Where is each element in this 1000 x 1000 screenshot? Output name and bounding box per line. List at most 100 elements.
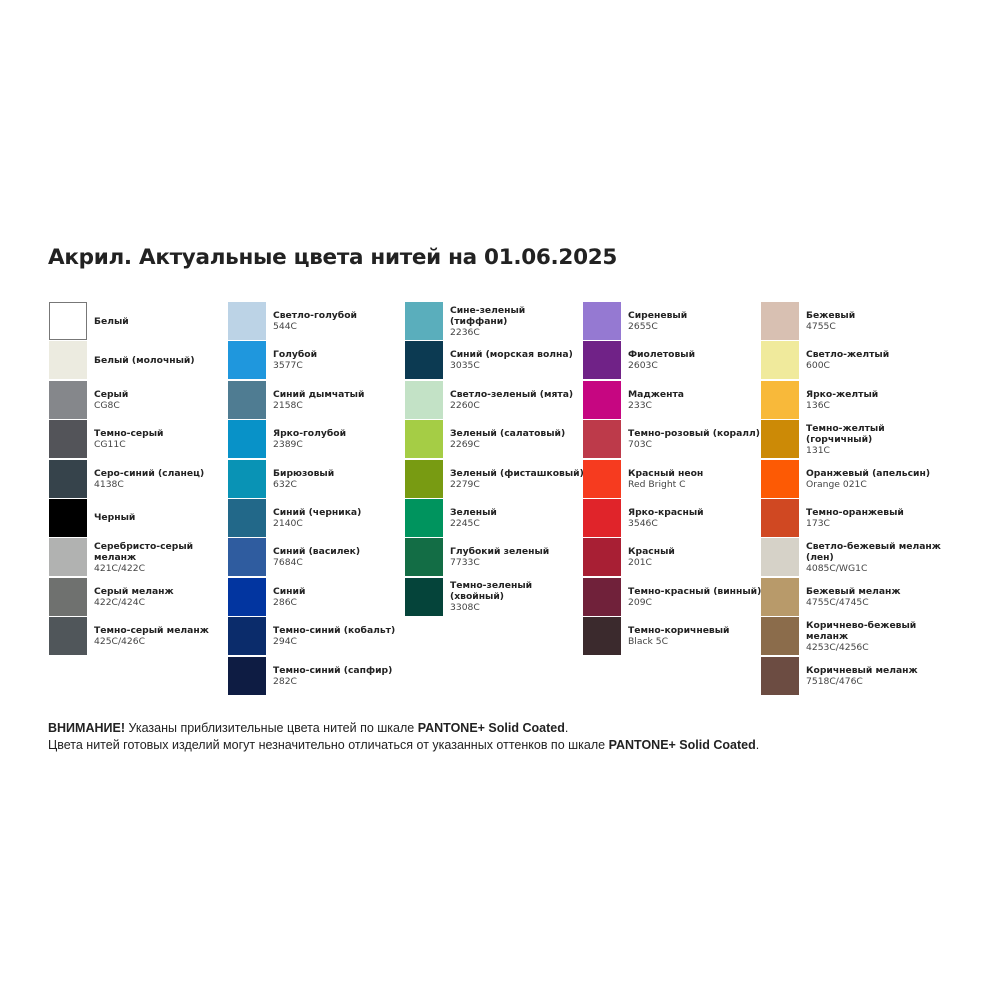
color-name: Синий (морская волна) [450, 349, 573, 361]
color-label: Светло-зеленый (мята) 2260C [450, 381, 585, 419]
color-label: Темно-коричневый Black 5C [628, 617, 763, 655]
color-swatch [49, 380, 87, 419]
color-swatch [228, 459, 266, 498]
notice-end: . [755, 738, 760, 752]
color-label: Светло-бежевый меланж (лен) 4085C/WG1C [806, 538, 941, 576]
color-name: Светло-голубой [273, 310, 357, 321]
color-swatch [761, 341, 799, 380]
color-swatch [761, 656, 799, 695]
color-label: Зеленый (фисташковый) 2279C [450, 460, 585, 498]
color-label: Темно-розовый (коралл) 703C [628, 420, 763, 458]
notice-end: . [564, 721, 569, 735]
color-name: Серо-синий (сланец) [94, 467, 205, 479]
pantone-code: 131C [806, 444, 830, 456]
pantone-code: 282C [273, 675, 297, 687]
pantone-code: 422C/424C [94, 596, 145, 608]
pantone-code: 2236C [450, 326, 480, 338]
color-name: Темно-коричневый [628, 625, 730, 637]
color-swatch [583, 538, 621, 577]
color-swatch [405, 498, 443, 537]
color-swatch [761, 577, 799, 616]
color-label: Темно-серый меланж 425C/426C [94, 617, 229, 655]
color-label: Ярко-красный 3546C [628, 499, 763, 537]
color-name: Темно-серый меланж [94, 625, 209, 637]
color-name: Синий дымчатый [273, 388, 365, 400]
color-name: Бежевый меланж [806, 585, 901, 597]
color-name: Ярко-красный [628, 506, 704, 518]
color-swatch [49, 302, 87, 340]
pantone-code: 3577C [273, 360, 303, 372]
pantone-code: 2158C [273, 399, 303, 411]
notice-text: Указаны приблизительные цвета нитей по ш… [125, 721, 418, 735]
color-swatch [761, 617, 799, 656]
color-swatch [228, 577, 266, 616]
color-name: Темно-синий (кобальт) [273, 625, 396, 637]
color-swatch [228, 380, 266, 419]
color-label: Бежевый меланж 4755C/4745C [806, 578, 941, 616]
color-name: Коричневый меланж [806, 664, 918, 676]
color-name: Серебристо-серый меланж [94, 540, 194, 563]
color-label: Темно-желтый (горчичный) 131C [806, 420, 941, 458]
notice-line-1: ВНИМАНИЕ! Указаны приблизительные цвета … [48, 721, 568, 735]
color-name: Зеленый [450, 506, 497, 518]
color-name: Сине-зеленый (тиффани) [450, 304, 526, 327]
pantone-code: 2269C [450, 439, 480, 451]
color-name: Серый меланж [94, 585, 174, 597]
color-swatch [49, 341, 87, 380]
color-label: Коричневый меланж 7518C/476C [806, 657, 941, 695]
color-label: Синий дымчатый 2158C [273, 381, 408, 419]
color-label: Серо-синий (сланец) 4138C [94, 460, 229, 498]
color-name: Фиолетовый [628, 349, 696, 361]
pantone-code: Black 5C [628, 636, 669, 648]
color-label: Бежевый 4755C [806, 302, 941, 340]
color-swatch [405, 577, 443, 616]
color-label: Темно-красный (винный) 209C [628, 578, 763, 616]
notice-brand: PANTONE+ Solid Coated [417, 721, 565, 735]
pantone-code: 3035C [450, 360, 480, 372]
color-swatch [583, 459, 621, 498]
notice-text: Цвета нитей готовых изделий могут незнач… [48, 738, 609, 752]
pantone-code: 209C [628, 596, 652, 608]
color-name: Ярко-желтый [806, 388, 879, 400]
pantone-code: 425C/426C [94, 636, 145, 648]
pantone-code: 544C [273, 321, 297, 332]
color-label: Темно-синий (кобальт) 294C [273, 617, 408, 655]
color-label: Темно-серый CG11C [94, 420, 229, 458]
color-label: Маджента 233C [628, 381, 763, 419]
color-name: Темно-оранжевый [806, 506, 904, 518]
pantone-code: 4085C/WG1C [806, 562, 868, 574]
pantone-code: 4138C [94, 478, 124, 490]
pantone-code: Red Bright C [628, 478, 686, 490]
color-swatch [405, 538, 443, 577]
color-name: Темно-розовый (коралл) [628, 428, 760, 440]
color-name: Коричнево-бежевый меланж [806, 619, 917, 642]
color-swatch [228, 302, 266, 340]
color-label: Белый (молочный) [94, 341, 229, 379]
pantone-code: CG8C [94, 399, 120, 411]
pantone-code: 2603C [628, 360, 658, 372]
pantone-code: 7684C [273, 557, 303, 569]
color-label: Белый [94, 302, 229, 340]
color-swatch [583, 498, 621, 537]
color-name: Синий (черника) [273, 506, 362, 518]
notice-warning: ВНИМАНИЕ! [48, 721, 125, 735]
color-name: Синий (василек) [273, 546, 361, 558]
pantone-code: 7518C/476C [806, 675, 863, 687]
pantone-code: 233C [628, 399, 652, 411]
color-name: Темно-серый [94, 428, 164, 440]
color-name: Бежевый [806, 310, 856, 321]
color-swatch [405, 302, 443, 340]
color-name: Серый [94, 388, 129, 400]
color-label: Светло-голубой 544C [273, 302, 408, 340]
pantone-code: 2389C [273, 439, 303, 451]
color-swatch [761, 380, 799, 419]
color-swatch [405, 459, 443, 498]
color-label: Красный неон Red Bright C [628, 460, 763, 498]
color-swatch [583, 302, 621, 340]
color-swatch [228, 617, 266, 656]
pantone-code: 632C [273, 478, 297, 490]
color-swatch [583, 617, 621, 656]
color-swatch [49, 498, 87, 537]
color-name: Темно-красный (винный) [628, 585, 762, 597]
color-label: Синий 286C [273, 578, 408, 616]
